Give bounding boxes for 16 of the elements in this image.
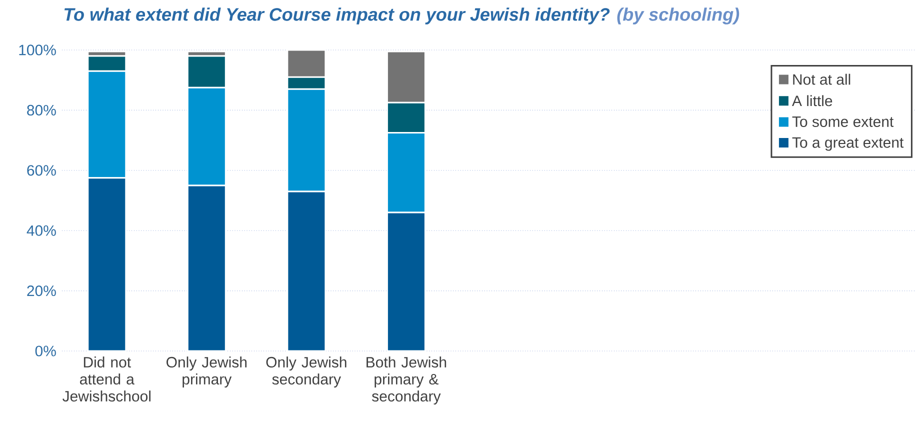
- legend-label: To a great extent: [792, 137, 904, 151]
- legend-label: Not at all: [793, 74, 850, 85]
- x-tick-label: Did not attend a Jewishschool: [62, 356, 150, 402]
- y-tick-label: 0%: [35, 346, 56, 356]
- y-tick-label: 20%: [27, 285, 56, 296]
- y-tick-label: 60%: [27, 165, 56, 176]
- y-tick-label: 40%: [26, 225, 56, 236]
- chart-title: To what extent did Year Course impact on your Jewish identity?: [64, 8, 610, 24]
- x-tick-label: Both Jewish primary & secondary: [366, 356, 446, 405]
- x-tick-label: Only Jewish primary: [166, 356, 247, 388]
- legend-label: To some extent: [792, 116, 894, 127]
- y-tick-label: 80%: [27, 104, 56, 116]
- x-tick-label: Only Jewish secondary: [266, 356, 346, 388]
- legend-label: A little: [792, 95, 832, 106]
- y-tick-label: 100%: [19, 44, 56, 56]
- text: (by schooling): [617, 8, 740, 24]
